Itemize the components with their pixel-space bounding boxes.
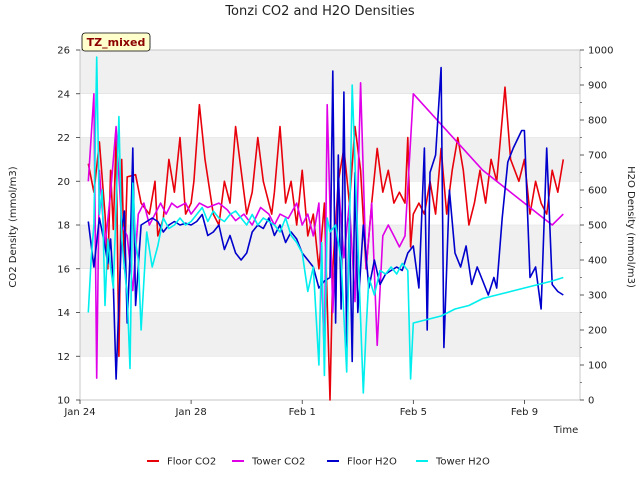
- y-tick-label: 20: [57, 177, 70, 188]
- x-tick-label: Jan 24: [63, 407, 95, 418]
- grid-band: [80, 50, 580, 94]
- y-tick-label: 26: [57, 46, 70, 57]
- series-line-tower-h2o: [87, 56, 564, 394]
- y2-tick-label: 400: [588, 256, 607, 267]
- legend-label: Floor CO2: [167, 457, 216, 468]
- y-axis-left: 10 12 14 16 18 20 22 24 26: [57, 46, 80, 407]
- x-tick-label: Feb 5: [400, 407, 427, 418]
- x-tick-label: Jan 28: [174, 407, 206, 418]
- legend-label: Tower H2O: [435, 457, 490, 468]
- y-tick-label: 24: [57, 89, 70, 100]
- y-tick-label: 22: [57, 133, 70, 144]
- legend: Floor CO2 Tower CO2 Floor H2O Tower H2O: [147, 457, 490, 468]
- series-layer: [87, 56, 565, 401]
- y-tick-label: 16: [57, 264, 70, 275]
- x-tick-label: Feb 1: [289, 407, 316, 418]
- y2-tick-label: 800: [588, 116, 607, 127]
- y2-tick-label: 600: [588, 186, 607, 197]
- y2-tick-label: 900: [588, 81, 607, 92]
- y-tick-label: 12: [57, 352, 70, 363]
- x-axis: Jan 24 Jan 28 Feb 1 Feb 5 Feb 9: [63, 400, 538, 418]
- chart-title: Tonzi CO2 and H2O Densities: [224, 4, 415, 19]
- x-tick-label: Feb 9: [511, 407, 538, 418]
- y2-tick-label: 200: [588, 326, 607, 337]
- y2-axis-label: H2O Density (mmol/m3): [625, 166, 636, 288]
- series-line-floor-h2o: [87, 66, 564, 380]
- y-tick-label: 14: [57, 308, 70, 319]
- series-line-floor-co2: [87, 86, 565, 401]
- series-line-tower-co2: [87, 82, 564, 379]
- y-tick-label: 18: [57, 221, 70, 232]
- site-badge: TZ_mixed: [81, 32, 151, 52]
- y2-tick-label: 700: [588, 151, 607, 162]
- legend-label: Tower CO2: [251, 457, 305, 468]
- y2-tick-label: 0: [588, 396, 594, 407]
- y-tick-label: 10: [57, 396, 70, 407]
- grid-band: [80, 137, 580, 182]
- y2-tick-label: 1000: [588, 46, 613, 57]
- y2-tick-label: 300: [588, 291, 607, 302]
- legend-label: Floor H2O: [347, 457, 397, 468]
- grid-band: [80, 93, 580, 138]
- site-badge-label: TZ_mixed: [87, 36, 146, 49]
- y2-tick-label: 100: [588, 361, 607, 372]
- x-axis-label: Time: [553, 425, 578, 436]
- y2-tick-label: 500: [588, 221, 607, 232]
- y-axis-right: 0 100 200 300 400 500 600 700 800 900 1000: [580, 46, 613, 407]
- y-axis-label: CO2 Density (mmol/m3): [8, 166, 19, 287]
- grid-band: [80, 312, 580, 357]
